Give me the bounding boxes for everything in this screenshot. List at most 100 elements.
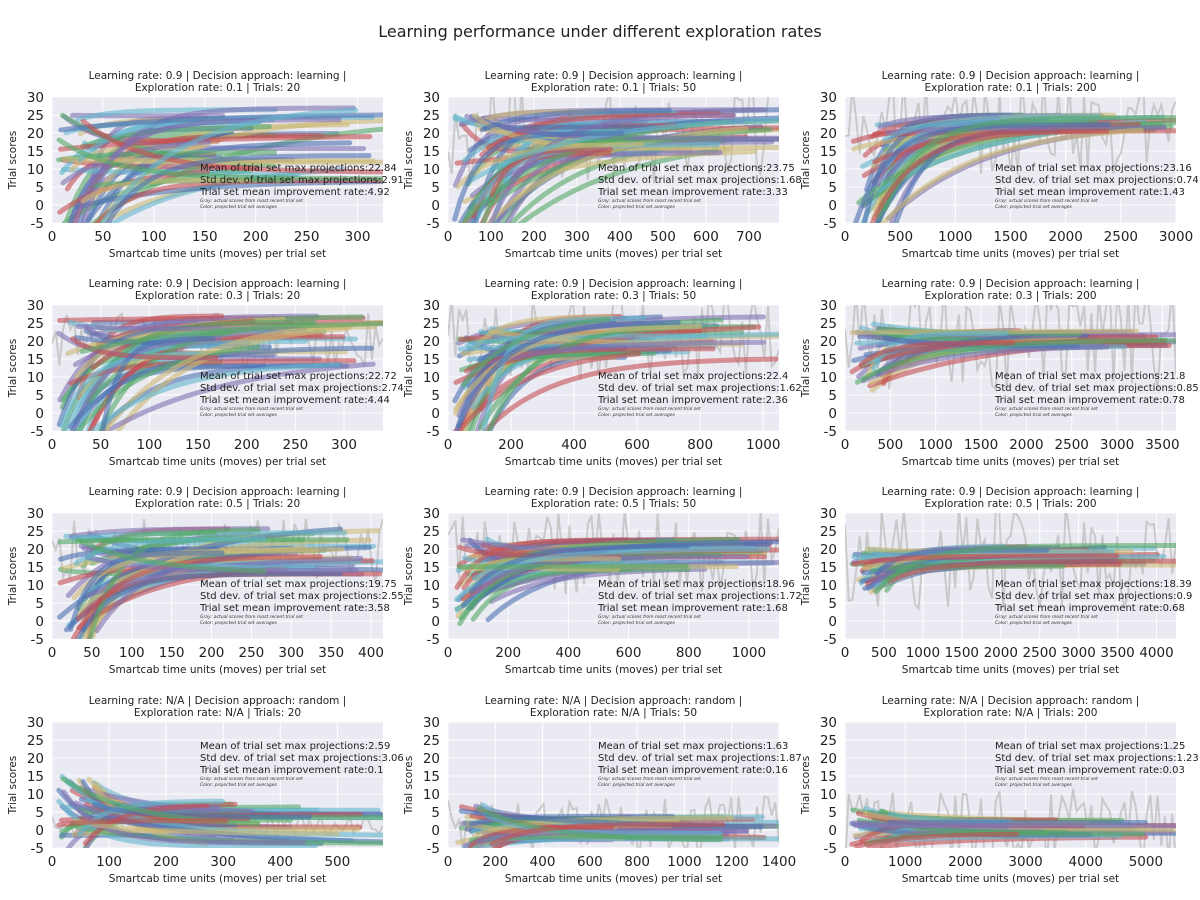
subplot-title-line1: Learning rate: 0.9 | Decision approach: … (882, 486, 1140, 498)
y-tick-label: 10 (820, 162, 837, 178)
y-axis-label: Trial scores (403, 756, 415, 815)
y-axis-label: Trial scores (7, 547, 19, 606)
x-axis-label: Smartcab time units (moves) per trial se… (109, 248, 326, 260)
subplot-title-line2: Exploration rate: 0.3 | Trials: 50 (531, 290, 696, 302)
stat-std: Std dev. of trial set max projections:1.… (598, 591, 802, 602)
x-tick-label: 1400 (762, 854, 796, 870)
y-tick-label: 25 (423, 733, 440, 749)
projection-curve (102, 361, 376, 431)
x-tick-label: 5000 (1129, 854, 1163, 870)
stat-std: Std dev. of trial set max projections:0.… (995, 591, 1192, 602)
x-axis-label: Smartcab time units (moves) per trial se… (109, 456, 326, 468)
subplot-title-line2: Exploration rate: 0.1 | Trials: 20 (135, 82, 300, 94)
y-tick-label: 15 (820, 560, 837, 576)
x-tick-label: 1500 (993, 229, 1027, 245)
stat-mean: Mean of trial set max projections:2.59 (200, 741, 390, 752)
note-gray: Gray: actual scores from most recent tri… (200, 614, 303, 620)
projection-curve (858, 340, 1015, 368)
y-tick-label: 15 (423, 144, 440, 160)
y-tick-label: 10 (27, 787, 44, 803)
y-tick-label: 20 (820, 334, 837, 350)
y-tick-label: 0 (828, 198, 837, 214)
x-tick-label: 500 (877, 437, 903, 453)
note-color: Color: projected trial set averages (995, 412, 1073, 418)
y-tick-label: 15 (27, 560, 44, 576)
x-tick-label: 0 (48, 229, 57, 245)
stat-std: Std dev. of trial set max projections:2.… (200, 175, 404, 186)
x-tick-label: 1000 (667, 854, 701, 870)
y-tick-label: 0 (828, 406, 837, 422)
y-tick-label: 15 (27, 352, 44, 368)
projection-curve (58, 134, 373, 152)
x-tick-label: 300 (331, 437, 357, 453)
y-tick-label: 20 (423, 542, 440, 558)
subplot-title-line1: Learning rate: 0.9 | Decision approach: … (89, 278, 347, 290)
y-tick-label: 15 (423, 352, 440, 368)
y-tick-label: -5 (31, 632, 44, 648)
projection-curve (75, 571, 343, 639)
projection-curve (489, 146, 613, 197)
y-tick-label: 5 (431, 805, 440, 821)
projection-curve (58, 112, 383, 133)
projection-curve (480, 108, 672, 133)
x-tick-label: 300 (278, 645, 304, 661)
note-gray: Gray: actual scores from most recent tri… (995, 776, 1098, 782)
y-tick-label: 20 (27, 334, 44, 350)
y-tick-label: 10 (423, 578, 440, 594)
projection-curve (99, 107, 359, 223)
y-axis-label: Trial scores (7, 756, 19, 815)
y-tick-label: 20 (27, 126, 44, 142)
projection-curve (100, 336, 216, 431)
x-axis-label: Smartcab time units (moves) per trial se… (902, 456, 1119, 468)
y-tick-label: 5 (431, 388, 440, 404)
subplot-title-line1: Learning rate: 0.9 | Decision approach: … (882, 70, 1140, 82)
projection-curve (75, 537, 267, 574)
x-tick-label: 2000 (1009, 437, 1043, 453)
x-tick-label: 400 (607, 229, 633, 245)
y-tick-label: 25 (27, 108, 44, 124)
x-tick-label: 500 (650, 229, 676, 245)
stat-mean: Mean of trial set max projections:22.84 (200, 163, 397, 174)
subplot-title-line1: Learning rate: 0.9 | Decision approach: … (882, 278, 1140, 290)
x-tick-label: 500 (887, 229, 913, 245)
x-tick-label: 2500 (1055, 437, 1089, 453)
stat-std: Std dev. of trial set max projections:1.… (598, 753, 802, 764)
projection-curve (104, 153, 372, 223)
y-tick-label: 0 (431, 406, 440, 422)
projection-curve (67, 345, 374, 430)
y-axis-label: Trial scores (7, 131, 19, 190)
stat-mean: Mean of trial set max projections:1.25 (995, 741, 1185, 752)
y-axis-label: Trial scores (403, 131, 415, 190)
projection-curve (869, 128, 1110, 223)
subplot-title-line1: Learning rate: N/A | Decision approach: … (485, 695, 743, 707)
note-color: Color: projected trial set averages (200, 620, 278, 626)
x-tick-label: 600 (624, 437, 650, 453)
y-tick-label: -5 (427, 632, 440, 648)
x-tick-label: 0 (444, 437, 453, 453)
projection-curve (87, 527, 261, 639)
projection-curve (56, 818, 229, 828)
y-tick-label: 30 (423, 715, 440, 731)
x-tick-label: 150 (159, 645, 185, 661)
stat-std: Std dev. of trial set max projections:0.… (995, 383, 1199, 394)
x-axis-label: Smartcab time units (moves) per trial se… (902, 664, 1119, 676)
y-tick-label: 5 (431, 596, 440, 612)
y-tick-label: 25 (820, 733, 837, 749)
y-axis-label: Trial scores (800, 131, 812, 190)
projection-curve (481, 315, 646, 431)
x-tick-label: 3500 (1100, 645, 1134, 661)
x-tick-label: 100 (141, 229, 167, 245)
subplot-title-line1: Learning rate: 0.9 | Decision approach: … (485, 278, 743, 290)
subplot-title-line1: Learning rate: 0.9 | Decision approach: … (89, 70, 347, 82)
y-tick-label: -5 (427, 216, 440, 232)
y-axis-label: Trial scores (800, 547, 812, 606)
x-tick-label: 50 (92, 437, 109, 453)
projection-curve (854, 338, 1176, 385)
y-tick-label: 30 (27, 298, 44, 314)
x-tick-label: 1000 (906, 645, 940, 661)
y-tick-label: 5 (35, 805, 44, 821)
x-tick-label: 4000 (1069, 854, 1103, 870)
x-tick-label: 50 (94, 229, 111, 245)
